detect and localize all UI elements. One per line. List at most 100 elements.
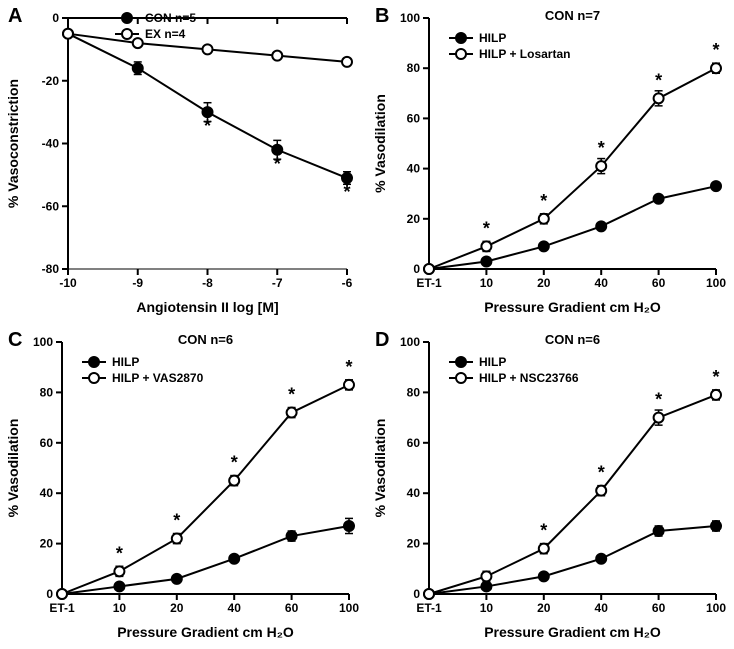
significance-star: * <box>483 218 490 238</box>
data-point <box>481 241 491 251</box>
significance-star: * <box>204 116 211 136</box>
xtick-label: -7 <box>272 276 283 290</box>
x-axis-label: Angiotensin II log [M] <box>136 299 278 315</box>
data-point <box>172 534 182 544</box>
y-axis-label: % Vasoconstriction <box>5 79 21 208</box>
x-axis-label: Pressure Gradient cm H₂O <box>484 299 661 315</box>
data-point <box>539 241 549 251</box>
legend: HILP HILP + NSC23766 <box>449 355 579 385</box>
data-point <box>654 93 664 103</box>
ytick-label: 40 <box>407 486 421 500</box>
xtick-label: -8 <box>202 276 213 290</box>
ytick-label: 0 <box>413 262 420 276</box>
legend-label: HILP + NSC23766 <box>479 371 579 385</box>
data-point <box>596 161 606 171</box>
data-point <box>272 51 282 61</box>
xtick-label: 60 <box>652 276 666 290</box>
xtick-label: 10 <box>480 276 494 290</box>
series-line <box>62 526 349 594</box>
ytick-label: 20 <box>40 537 54 551</box>
panel-title: CON n=6 <box>545 332 600 347</box>
significance-star: * <box>540 191 547 211</box>
ytick-label: 0 <box>46 587 53 601</box>
xtick-label: 100 <box>706 276 726 290</box>
data-point <box>287 408 297 418</box>
significance-star: * <box>173 511 180 531</box>
xtick-label: ET-1 <box>416 276 442 290</box>
xtick-label: 40 <box>595 276 609 290</box>
data-point <box>229 554 239 564</box>
series-line <box>62 385 349 594</box>
data-point <box>654 194 664 204</box>
ytick-label: 0 <box>413 587 420 601</box>
data-point <box>711 63 721 73</box>
series-line <box>429 526 716 594</box>
data-point <box>229 476 239 486</box>
data-point <box>424 264 434 274</box>
data-point <box>172 574 182 584</box>
data-point <box>424 589 434 599</box>
series-line <box>429 186 716 269</box>
significance-star: * <box>540 521 547 541</box>
data-point <box>344 521 354 531</box>
xtick-label: -6 <box>342 276 353 290</box>
x-axis-label: Pressure Gradient cm H₂O <box>117 624 294 640</box>
chart-grid: A-80-60-40-200-10-9-8-7-6Angiotensin II … <box>0 0 734 649</box>
y-axis-label: % Vasodilation <box>372 94 388 193</box>
significance-star: * <box>345 357 352 377</box>
ytick-label: 80 <box>407 61 421 75</box>
xtick-label: 10 <box>480 601 494 615</box>
data-point <box>203 44 213 54</box>
legend-label: HILP + Losartan <box>479 47 570 61</box>
panel-b: BCON n=7020406080100ET-110204060100Press… <box>367 0 734 324</box>
significance-star: * <box>712 40 719 60</box>
legend-label: HILP + VAS2870 <box>112 371 204 385</box>
ytick-label: 60 <box>40 436 54 450</box>
ytick-label: 100 <box>33 335 53 349</box>
data-point <box>654 526 664 536</box>
xtick-label: 10 <box>113 601 127 615</box>
xtick-label: -9 <box>132 276 143 290</box>
data-point <box>539 214 549 224</box>
legend-label: HILP <box>479 355 506 369</box>
data-point <box>596 554 606 564</box>
data-point <box>342 57 352 67</box>
data-point <box>654 413 664 423</box>
panel-letter: A <box>8 5 22 27</box>
panel-c: CCON n=6020406080100ET-110204060100Press… <box>0 324 367 649</box>
data-point <box>114 581 124 591</box>
significance-star: * <box>288 385 295 405</box>
legend-label: HILP <box>112 355 139 369</box>
legend: HILP HILP + VAS2870 <box>82 355 204 385</box>
significance-star: * <box>274 154 281 174</box>
ytick-label: 40 <box>407 162 421 176</box>
significance-star: * <box>655 390 662 410</box>
series-line <box>429 68 716 269</box>
panel-letter: D <box>375 329 389 351</box>
data-point <box>344 380 354 390</box>
data-point <box>539 544 549 554</box>
data-point <box>63 29 73 39</box>
y-axis-label: % Vasodilation <box>372 419 388 518</box>
ytick-label: 100 <box>400 11 420 25</box>
ytick-label: -80 <box>42 262 60 276</box>
legend: CON n=5EX n=4 <box>115 11 196 41</box>
significance-star: * <box>598 138 605 158</box>
ytick-label: 0 <box>52 11 59 25</box>
xtick-label: 20 <box>537 276 551 290</box>
series-line <box>429 395 716 594</box>
panel-letter: B <box>375 5 389 27</box>
data-point <box>596 221 606 231</box>
data-point <box>114 566 124 576</box>
ytick-label: 60 <box>407 111 421 125</box>
significance-star: * <box>655 70 662 90</box>
y-axis-label: % Vasodilation <box>5 419 21 518</box>
legend-label: CON n=5 <box>145 11 196 25</box>
panel-d: DCON n=6020406080100ET-110204060100Press… <box>367 324 734 649</box>
xtick-label: 40 <box>595 601 609 615</box>
ytick-label: -60 <box>42 199 60 213</box>
significance-star: * <box>343 182 350 202</box>
ytick-label: 80 <box>40 385 54 399</box>
ytick-label: 100 <box>400 335 420 349</box>
x-axis-label: Pressure Gradient cm H₂O <box>484 624 661 640</box>
